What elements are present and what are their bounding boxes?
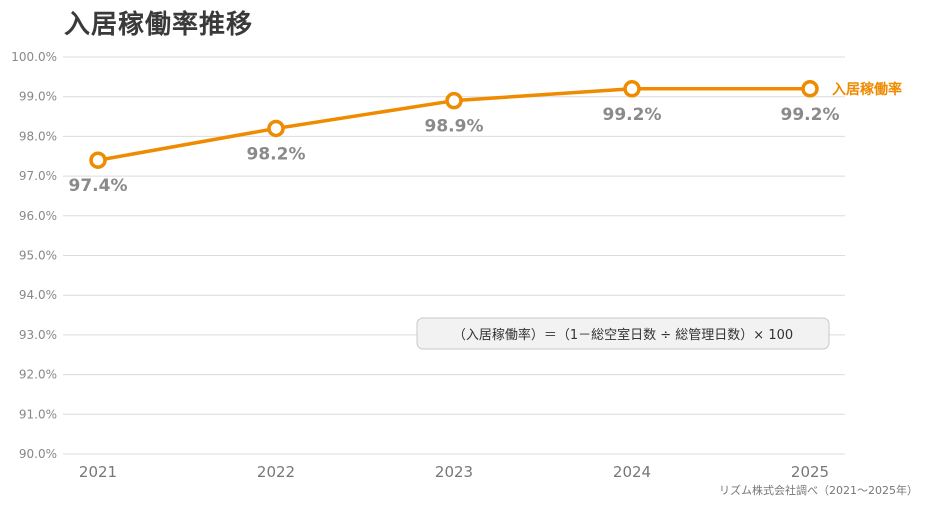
data-label: 99.2% <box>781 105 840 125</box>
y-tick-label: 98.0% <box>19 129 57 143</box>
data-label: 98.9% <box>425 117 484 137</box>
y-tick-label: 99.0% <box>19 90 57 104</box>
y-tick-label: 95.0% <box>19 249 57 263</box>
formula-text: （入居稼働率）＝（1－総空室日数 ÷ 総管理日数）× 100 <box>453 327 793 343</box>
x-tick-label: 2021 <box>79 463 117 481</box>
data-point <box>445 91 463 110</box>
data-point <box>801 80 819 98</box>
x-axis-tick-labels: 2021 2022 2023 2024 2025 <box>79 463 829 481</box>
y-tick-label: 90.0% <box>19 447 57 461</box>
formula-box <box>416 317 830 350</box>
data-label: 98.2% <box>247 144 306 164</box>
y-tick-label: 94.0% <box>19 288 57 302</box>
y-tick-label: 97.0% <box>19 169 57 183</box>
chart-title: 入居稼働率推移 <box>64 10 254 40</box>
y-tick-label: 93.0% <box>19 328 57 342</box>
y-tick-label: 92.0% <box>19 368 57 382</box>
x-tick-label: 2022 <box>257 463 295 481</box>
y-axis-tick-labels: 90.0% 91.0% 92.0% 93.0% 94.0% 95.0% 96.0% 97.0%… <box>11 50 57 461</box>
y-tick-label: 91.0% <box>19 407 57 421</box>
y-tick-label: 100.0% <box>11 50 57 64</box>
data-labels: 97.4% 98.2% 98.9% 99.2% 99.2% 入居稼働率 <box>69 81 902 196</box>
x-tick-label: 2023 <box>435 463 473 481</box>
data-label: 97.4% <box>69 176 128 196</box>
series-label: 入居稼働率 <box>832 81 902 98</box>
y-tick-label: 96.0% <box>19 209 57 223</box>
x-tick-label: 2025 <box>791 463 829 481</box>
series-points <box>89 80 819 169</box>
data-point <box>267 119 285 138</box>
x-tick-label: 2024 <box>613 463 651 481</box>
formula-annotation: （入居稼働率）＝（1－総空室日数 ÷ 総管理日数）× 100 <box>416 317 830 350</box>
data-point <box>89 151 107 169</box>
data-point <box>623 80 641 98</box>
source-note: リズム株式会社調べ（2021～2025年） <box>719 483 918 497</box>
data-label: 99.2% <box>603 105 662 125</box>
